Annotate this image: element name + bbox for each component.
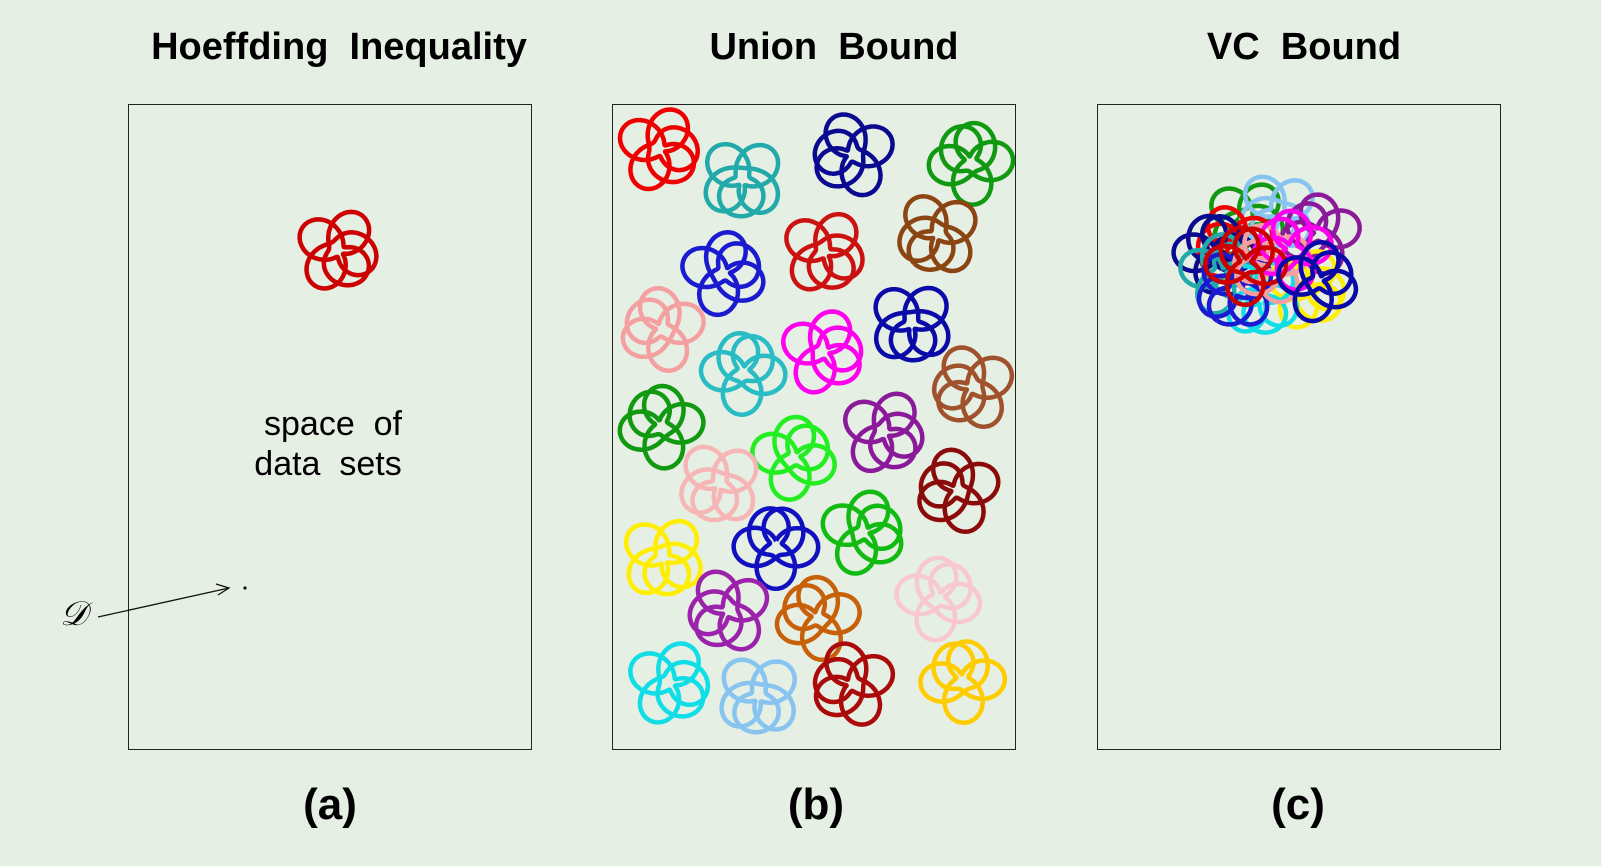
data-set-symbol: 𝒟	[60, 594, 88, 634]
caption-c: (c)	[1271, 780, 1325, 829]
caption-b: (b)	[787, 780, 845, 829]
hypothesis-blob	[781, 309, 864, 395]
hypothesis-blob	[917, 447, 1001, 535]
hypothesis-blob	[679, 444, 759, 523]
vc-bound-title: VC Bound	[1206, 26, 1402, 68]
hypothesis-blob	[931, 345, 1015, 429]
union-bound-title: Union Bound	[709, 26, 959, 68]
hypothesis-blob	[918, 639, 1008, 726]
hypothesis-blob	[1279, 192, 1362, 276]
hypothesis-blob	[894, 555, 983, 643]
space-label-line2: data sets	[254, 445, 402, 483]
hypothesis-blob	[812, 641, 896, 727]
hypothesis-blob	[842, 391, 925, 474]
hypothesis-blob	[1203, 225, 1289, 308]
space-label-line1: space of	[264, 405, 402, 443]
hypothesis-blob	[774, 574, 862, 663]
caption-a: (a)	[303, 780, 357, 829]
hypothesis-blob	[617, 383, 706, 471]
panel-b-frame	[612, 104, 1016, 750]
hypothesis-blob	[719, 657, 797, 735]
hypothesis-blob	[1276, 239, 1359, 324]
hypothesis-blob	[926, 120, 1016, 207]
hypothesis-blob	[628, 641, 711, 725]
data-set-arrow	[97, 587, 230, 618]
panel-c-frame	[1097, 104, 1501, 750]
hypothesis-blob	[1238, 174, 1315, 249]
hypothesis-blob	[680, 230, 766, 318]
arrow-head	[215, 583, 231, 596]
hypothesis-blob	[687, 569, 770, 652]
hypothesis-blob	[620, 285, 706, 373]
data-set-point	[243, 586, 247, 590]
hypothesis-blob	[873, 285, 951, 363]
hypothesis-blob	[617, 107, 700, 192]
hoeffding-title: Hoeffding Inequality	[151, 26, 527, 68]
hypothesis-blob	[698, 330, 788, 417]
hypothesis-blob	[297, 209, 379, 291]
panel-a-frame	[128, 104, 532, 750]
hypothesis-blob	[897, 194, 978, 274]
hypothesis-blob	[731, 506, 821, 592]
hypothesis-blob	[750, 414, 837, 502]
hypothesis-blob	[812, 112, 895, 198]
hypothesis-blob	[703, 141, 781, 219]
hypothesis-blob	[784, 212, 865, 292]
hypothesis-blob	[820, 489, 904, 576]
hypothesis-blob	[623, 518, 703, 597]
